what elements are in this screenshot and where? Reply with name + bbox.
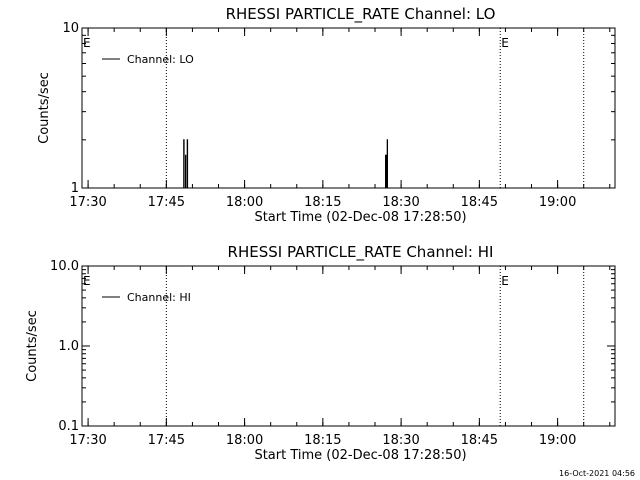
x-tick-label: 18:30: [382, 195, 419, 210]
x-tick-label: 17:30: [69, 195, 106, 210]
x-tick-label: 17:30: [69, 433, 106, 448]
x-tick-label: 18:15: [304, 433, 341, 448]
x-tick-label: 18:45: [461, 433, 498, 448]
footer-timestamp: 16-Oct-2021 04:56: [559, 469, 635, 478]
edge-marker-label: E: [83, 36, 91, 50]
y-tick-label: 10.0: [50, 259, 79, 274]
x-tick-label: 19:00: [539, 433, 576, 448]
x-axis-label: Start Time (02-Dec-08 17:28:50): [254, 448, 466, 463]
x-tick-label: 18:45: [461, 195, 498, 210]
x-axis-label: Start Time (02-Dec-08 17:28:50): [254, 210, 466, 225]
legend-entry: Channel: HI: [127, 291, 191, 304]
chart-panel-lo: RHESSI PARTICLE_RATE Channel: LO 17:30 17:…: [37, 5, 616, 225]
x-tick-label: 17:45: [148, 433, 185, 448]
x-tick-label: 18:30: [382, 433, 419, 448]
y-tick-label: 1: [71, 181, 79, 196]
y-tick-label: 0.1: [58, 419, 79, 434]
y-axis-label: Counts/sec: [25, 310, 40, 382]
x-tick-label: 18:00: [226, 195, 263, 210]
legend-entry: Channel: LO: [127, 53, 194, 66]
chart-panel-hi: RHESSI PARTICLE_RATE Channel: HI 17:30 17:…: [25, 243, 616, 463]
plot-frame: [81, 27, 616, 189]
chart-title: RHESSI PARTICLE_RATE Channel: HI: [228, 243, 494, 262]
chart-title: RHESSI PARTICLE_RATE Channel: LO: [226, 5, 496, 24]
plot-frame: [81, 265, 616, 427]
x-tick-label: 17:45: [148, 195, 185, 210]
y-tick-label: 1.0: [58, 339, 79, 354]
series-line-lo: [183, 139, 388, 189]
y-tick-label: 10: [62, 21, 79, 36]
x-tick-label: 19:00: [539, 195, 576, 210]
x-tick-label: 18:00: [226, 433, 263, 448]
y-axis-label: Counts/sec: [37, 72, 52, 144]
x-tick-label: 18:15: [304, 195, 341, 210]
vertical-marker-label: E: [501, 36, 509, 50]
vertical-marker-label: E: [501, 274, 509, 288]
edge-marker-label: E: [83, 274, 91, 288]
